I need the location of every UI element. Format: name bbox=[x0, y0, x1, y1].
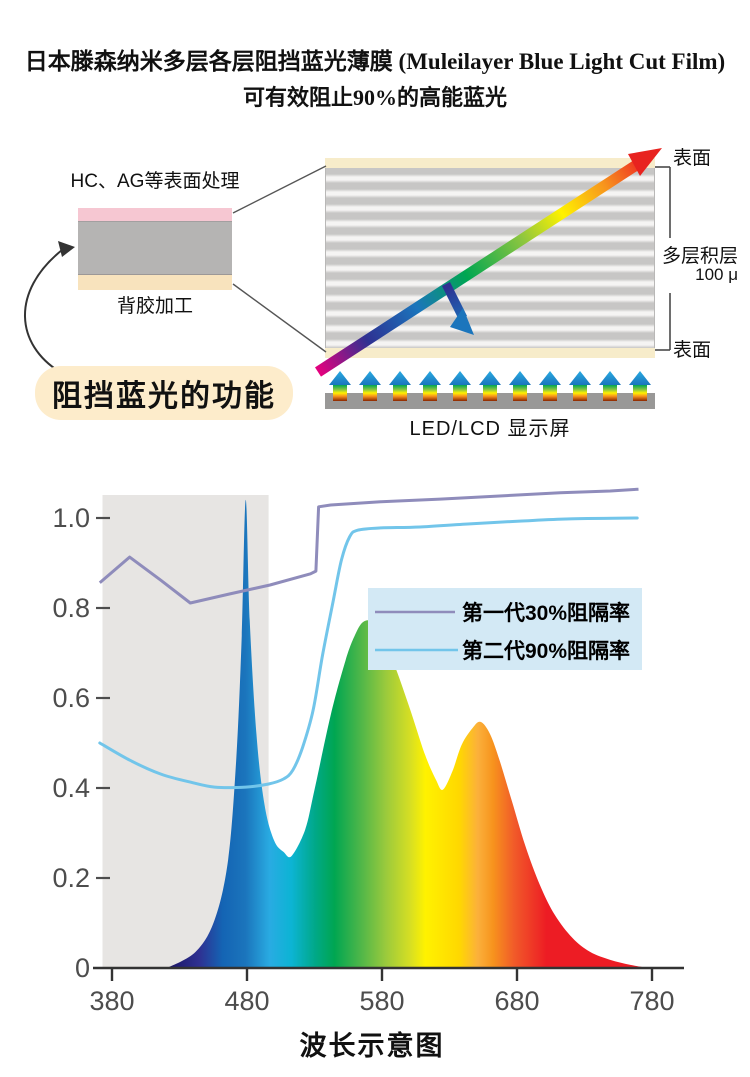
y-tick-label: 0.4 bbox=[52, 773, 90, 803]
x-tick-label: 380 bbox=[89, 986, 134, 1016]
led-screen-label: LED/LCD 显示屏 bbox=[409, 418, 571, 440]
led-arrows bbox=[329, 371, 651, 401]
y-tick-label: 0.6 bbox=[52, 683, 90, 713]
led-arrow-icon bbox=[449, 371, 471, 401]
spectrum-area bbox=[167, 499, 649, 968]
led-bar bbox=[325, 393, 655, 409]
gen2-90pct-line bbox=[98, 516, 639, 790]
thickness-label: 100 μ bbox=[695, 265, 738, 284]
stack-bottom-surface bbox=[325, 348, 655, 358]
film-layer-core bbox=[78, 221, 232, 275]
film-layer-top bbox=[78, 208, 232, 221]
y-tick-label: 0.8 bbox=[52, 593, 90, 623]
x-tick-label: 580 bbox=[359, 986, 404, 1016]
legend-label-gen1: 第一代30%阻隔率 bbox=[462, 601, 630, 625]
rainbow-light-arrow bbox=[315, 157, 644, 377]
film-layer-bottom bbox=[78, 275, 232, 290]
rainbow-arrow-head-icon bbox=[628, 148, 662, 176]
led-arrow-icon bbox=[329, 371, 351, 401]
stack-label: 多层积层 bbox=[661, 246, 738, 267]
y-tick-label: 1.0 bbox=[52, 503, 90, 533]
led-arrow-icon bbox=[569, 371, 591, 401]
led-arrow-icon bbox=[419, 371, 441, 401]
film-stack bbox=[78, 208, 232, 290]
axis-ticks: 380 480 580 680 780 0 0.2 0.4 0.6 0.8 1.0 bbox=[52, 503, 674, 1016]
chart-caption: 波长示意图 bbox=[300, 1030, 445, 1061]
blue-branch-arrow-head-icon bbox=[450, 308, 474, 335]
y-tick-label: 0 bbox=[75, 953, 90, 983]
y-tick-label: 0.2 bbox=[52, 863, 90, 893]
stack-top-surface bbox=[325, 158, 655, 168]
subtitle: 可有效阻止90%的高能蓝光 bbox=[242, 85, 507, 110]
gen1-30pct-line bbox=[98, 487, 639, 605]
led-arrow-icon bbox=[359, 371, 381, 401]
led-arrow-icon bbox=[629, 371, 651, 401]
curved-arrow-head-icon bbox=[58, 241, 75, 257]
adhesive-label: 背胶加工 bbox=[116, 296, 193, 317]
diagram-overlay bbox=[24, 148, 671, 401]
led-arrow-icon bbox=[509, 371, 531, 401]
legend-label-gen2: 第二代90%阻隔率 bbox=[462, 639, 630, 663]
led-arrow-icon bbox=[389, 371, 411, 401]
connector-line-bottom bbox=[232, 283, 327, 353]
surface-top-label: 表面 bbox=[673, 148, 712, 169]
legend-background bbox=[368, 588, 642, 670]
legend-box: 第一代30%阻隔率 第二代90%阻隔率 bbox=[368, 588, 642, 670]
curved-arrow bbox=[24, 249, 63, 373]
surface-bottom-label: 表面 bbox=[673, 340, 712, 361]
x-tick-label: 780 bbox=[629, 986, 674, 1016]
connector-line-top bbox=[232, 165, 327, 214]
x-tick-label: 480 bbox=[224, 986, 269, 1016]
led-arrow-icon bbox=[599, 371, 621, 401]
wavelength-chart: 380 480 580 680 780 0 0.2 0.4 0.6 0.8 1.0 第一代30%阻隔… bbox=[52, 487, 684, 1061]
main-title: 日本滕森纳米多层各层阻挡蓝光薄膜 (Muleilayer Blue Light … bbox=[24, 49, 726, 74]
surface-treatment-label: HC、AG等表面处理 bbox=[70, 171, 240, 192]
function-label-pill: 阻挡蓝光的功能 bbox=[35, 366, 293, 420]
bracket bbox=[655, 166, 671, 351]
led-arrow-icon bbox=[479, 371, 501, 401]
x-tick-label: 680 bbox=[494, 986, 539, 1016]
led-arrow-icon bbox=[539, 371, 561, 401]
